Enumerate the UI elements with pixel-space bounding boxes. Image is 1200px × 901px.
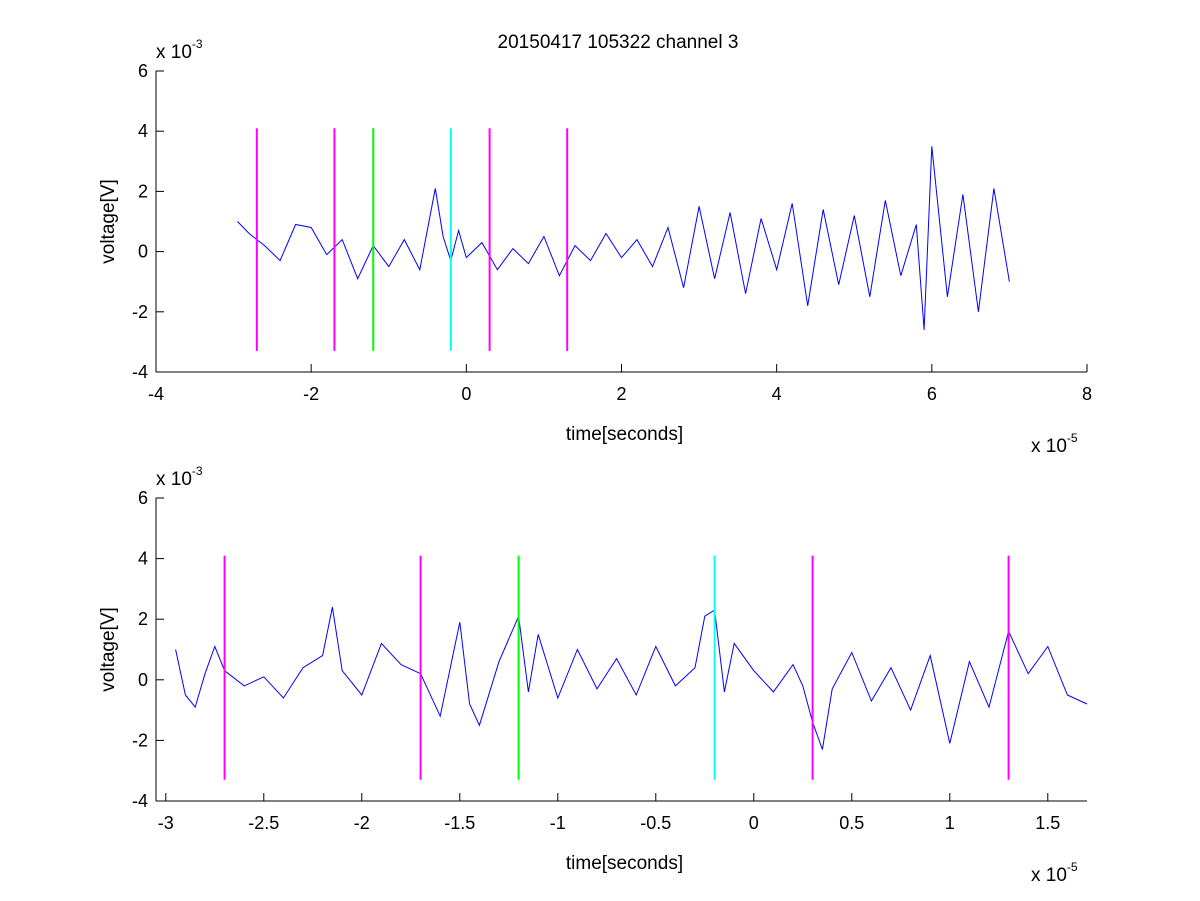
top-y-exponent: x 10-3 [156, 37, 203, 63]
bottom-voltage-trace [175, 607, 1088, 750]
bottom-x-exponent-power: -5 [1067, 860, 1078, 874]
top-x-tick-label: -2 [303, 384, 319, 404]
bottom-axes: -3 -2.5 -2 -1.5 -1 -0.5 0 0.5 1 1.5 -4 -2 0 2 4 6 time[s… [98, 464, 1088, 886]
top-y-tick-label: 0 [138, 242, 148, 262]
top-x-tick-label: 8 [1082, 384, 1092, 404]
bottom-x-tick-label: 1 [945, 813, 955, 833]
bottom-x-tick-label: -1 [550, 813, 566, 833]
bottom-x-tick-label: -2 [354, 813, 370, 833]
top-voltage-trace [237, 146, 1010, 330]
top-y-exponent-power: -3 [192, 37, 203, 51]
bottom-y-tick-label: 0 [138, 670, 148, 690]
top-x-exponent: x 10-5 [1031, 431, 1078, 457]
bottom-y-exponent: x 10-3 [156, 464, 203, 490]
top-axes: -4 -2 0 2 4 6 8 -4 -2 0 2 4 6 time[seconds] voltage[V]… [98, 37, 1092, 457]
bottom-x-exponent: x 10-5 [1031, 860, 1078, 886]
bottom-x-tick-label: -3 [158, 813, 174, 833]
bottom-y-tick-label: 6 [138, 488, 148, 508]
bottom-y-exponent-power: -3 [192, 464, 203, 478]
top-x-tick-label: -4 [148, 384, 164, 404]
bottom-y-tick-label: -4 [132, 791, 148, 811]
bottom-y-tick-label: -2 [132, 730, 148, 750]
top-x-tick-label: 6 [927, 384, 937, 404]
bottom-x-tick-label: 0 [749, 813, 759, 833]
bottom-y-tick-label: 4 [138, 549, 148, 569]
top-x-tick-label: 0 [461, 384, 471, 404]
figure-title: 20150417 105322 channel 3 [498, 32, 739, 53]
top-x-tick-label: 2 [616, 384, 626, 404]
top-y-tick-label: 4 [138, 121, 148, 141]
bottom-x-tick-label: -1.5 [444, 813, 475, 833]
top-x-tick-label: 4 [772, 384, 782, 404]
top-x-exponent-base: x 10 [1031, 436, 1067, 457]
bottom-x-tick-label: 1.5 [1035, 813, 1060, 833]
top-x-axis-label: time[seconds] [566, 424, 683, 445]
top-y-tick-label: 6 [138, 61, 148, 81]
bottom-x-tick-label: 0.5 [839, 813, 864, 833]
top-y-exponent-base: x 10 [156, 42, 192, 63]
bottom-y-tick-label: 2 [138, 609, 148, 629]
bottom-x-tick-label: -2.5 [248, 813, 279, 833]
top-y-tick-label: -2 [132, 302, 148, 322]
top-y-tick-label: -4 [132, 362, 148, 382]
top-y-tick-label: 2 [138, 181, 148, 201]
top-y-axis-label: voltage[V] [98, 179, 119, 264]
bottom-y-exponent-base: x 10 [156, 469, 192, 490]
top-x-exponent-power: -5 [1067, 431, 1078, 445]
bottom-x-tick-label: -0.5 [640, 813, 671, 833]
bottom-x-exponent-base: x 10 [1031, 865, 1067, 886]
bottom-y-axis-label: voltage[V] [98, 607, 119, 692]
bottom-x-axis-label: time[seconds] [566, 853, 683, 874]
